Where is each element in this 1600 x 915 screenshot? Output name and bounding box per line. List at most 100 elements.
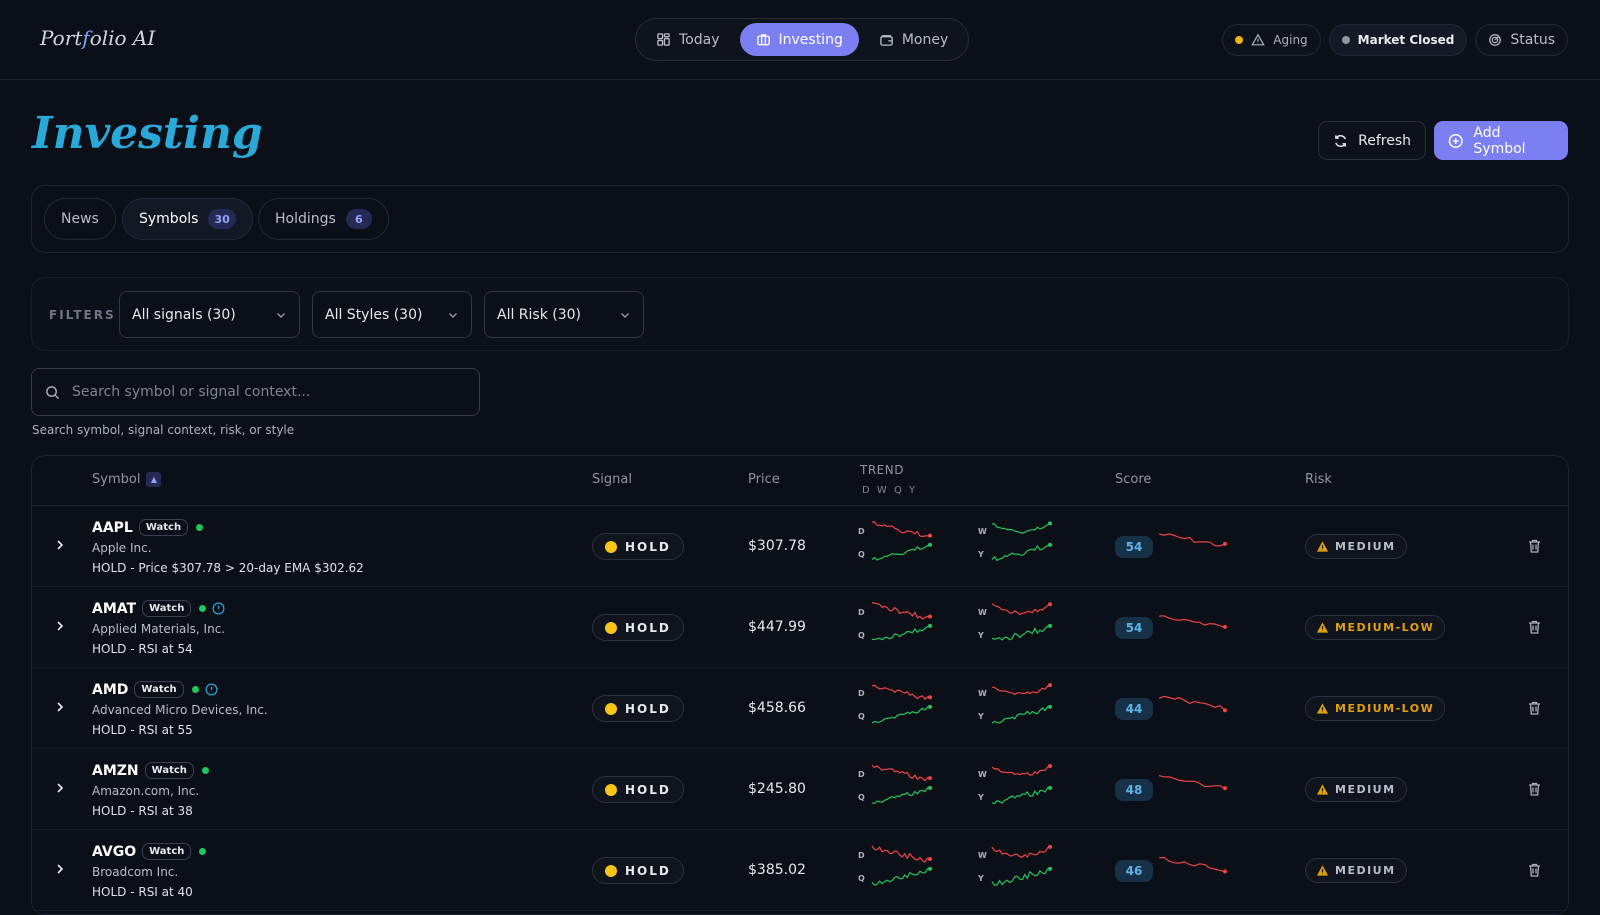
table-row[interactable]: AMD Watch Advanced Micro Devices, Inc. H… [32,668,1568,749]
company-name: Advanced Micro Devices, Inc. [92,703,268,717]
risk-label: MEDIUM [1335,540,1396,553]
svg-text:D: D [858,851,865,860]
score-sparkline [1159,774,1227,791]
styles-filter-value: All Styles (30) [325,306,423,323]
nav-today[interactable]: Today [640,23,736,56]
svg-text:Q: Q [858,631,865,640]
hold-dot-icon [605,702,617,715]
svg-text:D: D [858,770,865,779]
ticker[interactable]: AVGO [92,843,137,860]
warning-icon [1316,622,1329,633]
symbol-cell: AVGO Watch [92,843,207,860]
tab-news[interactable]: News [44,198,116,240]
nav-investing[interactable]: Investing [739,23,859,56]
score-sparkline [1159,695,1227,713]
col-symbol[interactable]: Symbol ▲ [92,472,162,487]
filters-bar: FILTERS All signals (30) All Styles (30)… [31,277,1569,351]
tab-holdings-label: Holdings [275,211,336,227]
signals-filter-select[interactable]: All signals (30) [119,291,300,338]
svg-text:Q: Q [858,874,865,883]
score-badge: 54 [1115,536,1153,558]
chevron-right-icon[interactable] [54,619,66,633]
trash-icon[interactable] [1527,781,1542,797]
trash-icon[interactable] [1527,700,1542,716]
table-row[interactable]: AAPL Watch Apple Inc. HOLD - Price $307.… [32,506,1568,587]
company-name: Broadcom Inc. [92,865,179,879]
svg-text:W: W [978,527,987,536]
symbol-cell: AMD Watch [92,681,218,698]
search-input[interactable] [72,384,452,400]
col-score: Score [1115,472,1152,487]
price: $447.99 [748,619,806,635]
score-sparkline [1159,615,1227,629]
ticker[interactable]: AMD [92,681,129,698]
ticker[interactable]: AMZN [92,762,139,779]
chevron-right-icon[interactable] [54,700,66,714]
trend-sparklines: D Q W Y [858,602,1052,641]
info-icon[interactable] [212,602,225,615]
chevron-right-icon[interactable] [54,862,66,876]
chevron-right-icon[interactable] [54,538,66,552]
aging-pill[interactable]: Aging [1222,24,1321,56]
tab-symbols[interactable]: Symbols 30 [122,198,253,240]
score-badge: 44 [1115,698,1153,720]
svg-text:Q: Q [858,793,865,802]
chevron-right-icon[interactable] [54,781,66,795]
status-group: Aging Market Closed Status [1222,24,1568,56]
chevron-down-icon [621,312,629,318]
aging-dot [1235,36,1244,44]
styles-filter-select[interactable]: All Styles (30) [312,291,472,338]
risk-label: MEDIUM [1335,864,1396,877]
risk-badge: MEDIUM [1305,777,1407,802]
trash-icon[interactable] [1527,862,1542,878]
app-logo[interactable]: Portfolio AI [40,26,156,50]
filters-label: FILTERS [49,308,116,322]
nav-money[interactable]: Money [863,23,964,56]
trend-sparklines: D Q W Y [858,683,1052,724]
warning-icon [1316,865,1329,876]
signal-badge: HOLD [592,533,684,560]
signals-filter-value: All signals (30) [132,306,236,323]
risk-badge: MEDIUM [1305,858,1407,883]
trend-period-labels: D W Q Y [862,485,918,496]
svg-text:Q: Q [858,550,865,559]
refresh-button[interactable]: Refresh [1318,121,1426,160]
warning-icon [1251,33,1266,46]
table-row[interactable]: AVGO Watch Broadcom Inc. HOLD - RSI at 4… [32,830,1568,911]
market-status-pill: Market Closed [1328,24,1468,56]
risk-filter-select[interactable]: All Risk (30) [484,291,644,338]
svg-text:Y: Y [977,712,984,721]
price: $245.80 [748,781,806,797]
status-label: Status [1510,32,1555,48]
ticker[interactable]: AMAT [92,600,137,617]
table-row[interactable]: AMZN Watch Amazon.com, Inc. HOLD - RSI a… [32,749,1568,830]
risk-badge: MEDIUM-LOW [1305,696,1446,721]
holdings-count-badge: 6 [345,209,372,229]
watch-tag: Watch [134,681,184,698]
trash-icon[interactable] [1527,538,1542,554]
signal-context: HOLD - RSI at 38 [92,804,193,818]
refresh-label: Refresh [1358,132,1411,149]
signal-badge: HOLD [592,614,684,641]
signal-label: HOLD [625,782,671,797]
nav-investing-label: Investing [778,31,843,48]
price: $458.66 [748,700,806,716]
risk-badge: MEDIUM [1305,534,1407,559]
trash-icon[interactable] [1527,619,1542,635]
plus-circle-icon [1448,133,1463,148]
main-nav: Today Investing Money [635,18,970,61]
info-icon[interactable] [205,683,218,696]
signal-label: HOLD [625,620,671,635]
ticker[interactable]: AAPL [92,519,133,536]
symbol-cell: AMZN Watch [92,762,209,779]
company-name: Apple Inc. [92,541,152,555]
add-symbol-button[interactable]: Add Symbol [1434,121,1568,160]
company-name: Amazon.com, Inc. [92,784,200,798]
sort-asc-icon[interactable]: ▲ [146,472,162,487]
chevron-down-icon [449,312,457,318]
search-help-text: Search symbol, signal context, risk, or … [32,423,295,437]
tab-holdings[interactable]: Holdings 6 [258,198,389,240]
status-button[interactable]: Status [1475,24,1568,56]
table-row[interactable]: AMAT Watch Applied Materials, Inc. HOLD … [32,587,1568,668]
live-dot [201,767,209,774]
